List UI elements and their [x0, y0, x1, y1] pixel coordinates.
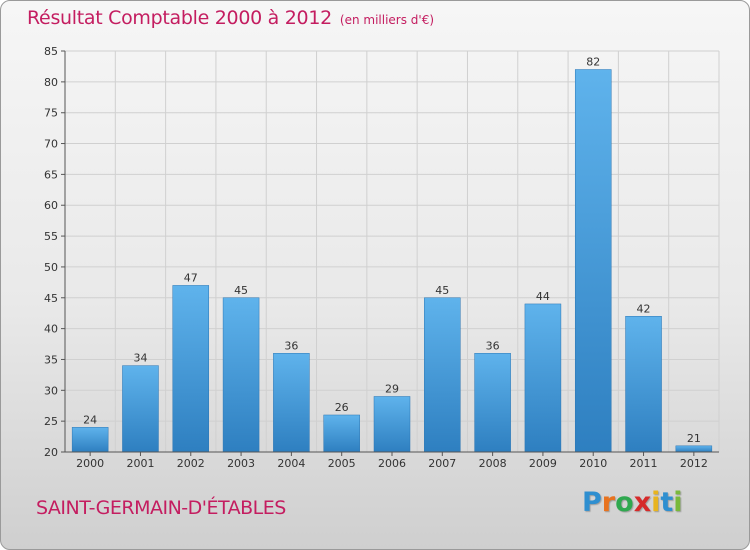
- bar: [474, 353, 511, 453]
- data-label: 44: [536, 290, 550, 303]
- data-label: 36: [284, 339, 298, 352]
- x-tick-label: 2008: [479, 457, 507, 470]
- bar: [71, 427, 109, 453]
- y-tick-label: 35: [44, 353, 58, 366]
- x-tick-label: 2004: [277, 457, 305, 470]
- data-label: 42: [637, 302, 651, 315]
- data-label: 82: [586, 56, 600, 69]
- data-label: 45: [234, 284, 248, 297]
- y-tick-label: 20: [44, 446, 58, 459]
- x-tick-label: 2009: [529, 457, 557, 470]
- proxiti-logo: Proxiti: [582, 487, 683, 518]
- y-tick-label: 30: [44, 384, 58, 397]
- x-tick-label: 2002: [177, 457, 205, 470]
- y-tick-label: 75: [44, 107, 58, 120]
- y-tick-label: 25: [44, 415, 58, 428]
- data-label: 34: [133, 352, 147, 365]
- y-tick-label: 40: [44, 323, 58, 336]
- bar: [172, 285, 210, 453]
- commune-name: SAINT-GERMAIN-D'ÉTABLES: [36, 497, 286, 519]
- logo-letter: r: [601, 487, 616, 518]
- bar: [574, 69, 612, 453]
- bar: [373, 396, 411, 453]
- bar: [222, 297, 260, 453]
- labels: 20 25 30 35 40 45 50 55 60 65 70 75 80 85 24 2000 34 2001…: [44, 45, 708, 470]
- x-tick-label: 2010: [579, 457, 607, 470]
- data-label: 45: [435, 284, 449, 297]
- y-tick-label: 80: [44, 76, 58, 89]
- x-tick-label: 2000: [76, 457, 104, 470]
- y-tick-label: 70: [44, 138, 58, 151]
- x-tick-label: 2011: [630, 457, 658, 470]
- bar: [625, 316, 662, 453]
- logo-letter: i: [673, 487, 683, 518]
- data-label: 36: [486, 339, 500, 352]
- chart-title: Résultat Comptable 2000 à 2012: [27, 7, 332, 29]
- x-tick-label: 2006: [378, 457, 406, 470]
- y-tick-label: 55: [44, 230, 58, 243]
- data-label: 24: [83, 413, 97, 426]
- chart-title-block: Résultat Comptable 2000 à 2012 (en millie…: [27, 7, 434, 29]
- logo-letter: t: [660, 487, 674, 518]
- bar: [524, 303, 562, 453]
- logo-letter: i: [651, 487, 661, 518]
- y-tick-label: 50: [44, 261, 58, 274]
- logo-letter: x: [633, 487, 652, 518]
- y-tick-label: 60: [44, 199, 58, 212]
- bar: [424, 297, 461, 453]
- x-tick-label: 2012: [680, 457, 708, 470]
- chart-subtitle: (en milliers d'€): [339, 13, 435, 27]
- bar: [323, 414, 360, 453]
- bar: [273, 353, 310, 453]
- data-label: 29: [385, 382, 399, 395]
- data-label: 21: [687, 432, 701, 445]
- x-tick-label: 2003: [227, 457, 255, 470]
- x-tick-label: 2001: [126, 457, 154, 470]
- data-label: 47: [184, 271, 198, 284]
- bars: [71, 69, 713, 453]
- logo-letter: o: [615, 487, 634, 518]
- bar: [675, 445, 713, 453]
- y-tick-label: 45: [44, 292, 58, 305]
- axes: [61, 50, 719, 456]
- logo-letter: P: [582, 487, 602, 518]
- y-tick-label: 85: [44, 45, 58, 58]
- y-tick-label: 65: [44, 168, 58, 181]
- x-tick-label: 2005: [328, 457, 356, 470]
- bar: [122, 365, 159, 453]
- x-tick-label: 2007: [428, 457, 456, 470]
- data-label: 26: [335, 401, 349, 414]
